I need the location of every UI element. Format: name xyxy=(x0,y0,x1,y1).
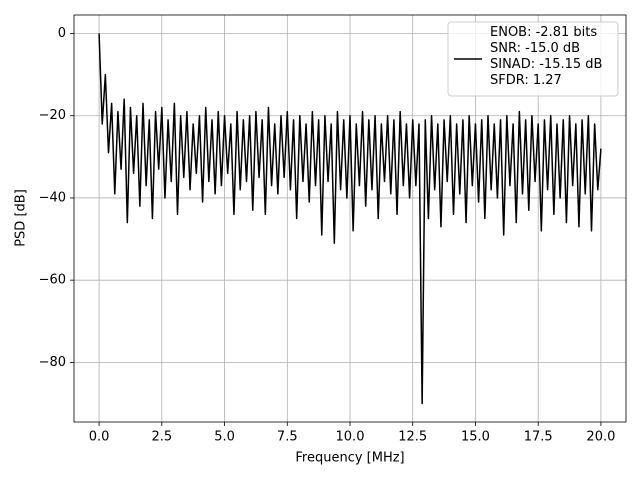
x-axis-label: Frequency [MHz] xyxy=(295,451,404,466)
x-tick-label: 2.5 xyxy=(151,430,172,445)
legend-label: ENOB: -2.81 bits SNR: -15.0 dB SINAD: -1… xyxy=(490,25,603,88)
x-tick-label: 10.0 xyxy=(336,430,365,445)
y-tick-label: −40 xyxy=(39,190,66,205)
legend: ENOB: -2.81 bits SNR: -15.0 dB SINAD: -1… xyxy=(447,21,619,97)
legend-box xyxy=(447,21,619,97)
y-tick-label: −60 xyxy=(39,273,66,288)
x-tick-label: 15.0 xyxy=(461,430,490,445)
x-tick-label: 12.5 xyxy=(398,430,427,445)
psd-line xyxy=(98,33,602,405)
x-tick-label: 17.5 xyxy=(524,430,553,445)
x-tick-label: 5.0 xyxy=(214,430,235,445)
legend-text-box: ENOB: -2.81 bits SNR: -15.0 dB SINAD: -1… xyxy=(490,25,603,88)
x-tick-label: 20.0 xyxy=(586,430,615,445)
axes-frame xyxy=(73,14,627,423)
x-tick-label: 0.0 xyxy=(89,430,110,445)
y-axis-label: PSD [dB] xyxy=(14,189,29,247)
y-tick-label: 0 xyxy=(58,26,66,41)
y-tick-label: −20 xyxy=(39,108,66,123)
x-tick-label: 7.5 xyxy=(277,430,298,445)
y-tick-label: −80 xyxy=(39,355,66,370)
